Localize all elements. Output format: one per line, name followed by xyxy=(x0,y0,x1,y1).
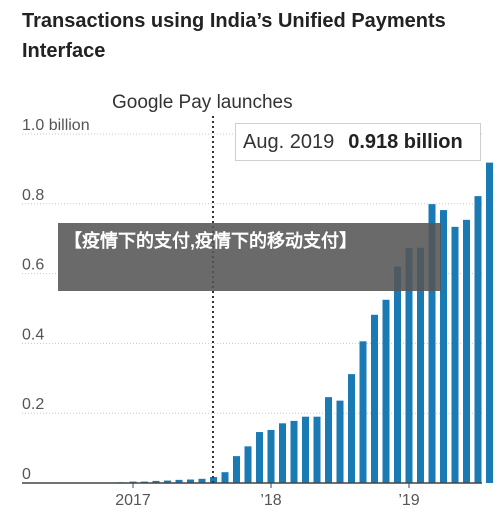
bar xyxy=(302,416,309,483)
bar xyxy=(325,397,332,483)
bar xyxy=(394,266,401,483)
value-callout: Aug. 2019 0.918 billion xyxy=(235,123,481,161)
y-tick-label: 0.6 xyxy=(22,257,44,274)
chart-title: Transactions using India’s Unified Payme… xyxy=(22,10,446,62)
y-tick-label: 0.8 xyxy=(22,187,44,204)
y-tick-label: 0 xyxy=(22,466,31,483)
bar xyxy=(371,314,378,483)
event-marker-label: Google Pay launches xyxy=(112,92,293,113)
x-tick-label: 2017 xyxy=(115,492,151,509)
bar xyxy=(417,247,424,483)
bar xyxy=(187,479,194,483)
bar xyxy=(451,226,459,484)
overlay-banner: 【疫情下的支付,疫情下的移动支付】 xyxy=(58,223,441,291)
bar xyxy=(336,400,344,483)
bars xyxy=(72,162,493,484)
overlay-text: 【疫情下的支付,疫情下的移动支付】 xyxy=(64,231,357,251)
bar xyxy=(474,196,482,483)
bar xyxy=(210,477,217,483)
bar xyxy=(440,210,447,483)
bar xyxy=(267,429,275,483)
bar xyxy=(244,446,252,483)
bar xyxy=(256,432,263,483)
bar xyxy=(279,423,286,483)
x-tick-label: ’19 xyxy=(398,492,419,509)
bar xyxy=(233,456,240,483)
bar xyxy=(164,480,171,483)
bar xyxy=(152,480,160,483)
callout-value: 0.918 billion xyxy=(348,130,463,153)
bar xyxy=(348,374,355,483)
x-axis-labels: 2017 ’18 ’19 xyxy=(115,483,420,509)
x-tick-label: ’18 xyxy=(260,492,281,509)
bar xyxy=(175,479,183,483)
bar xyxy=(290,420,298,483)
bar xyxy=(198,478,206,483)
y-tick-label: 0.2 xyxy=(22,396,44,413)
bar xyxy=(486,162,493,484)
bar xyxy=(405,248,413,483)
bar xyxy=(221,472,229,483)
bar xyxy=(382,299,390,483)
bar xyxy=(463,219,470,483)
y-tick-label: 0.4 xyxy=(22,326,44,343)
y-axis-labels: 0 0.2 0.4 0.6 0.8 1.0 billion xyxy=(22,117,90,483)
bar xyxy=(313,416,321,483)
bar xyxy=(428,204,436,484)
callout-date: Aug. 2019 xyxy=(243,130,335,153)
bar xyxy=(359,341,367,483)
y-tick-label: 1.0 billion xyxy=(22,117,90,134)
